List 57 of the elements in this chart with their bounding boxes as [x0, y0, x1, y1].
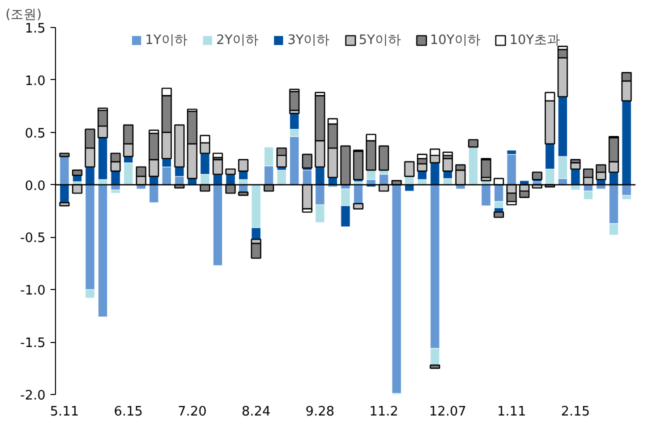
y-axis-title: (조원)	[6, 8, 42, 22]
x-tick-label: 2.15	[560, 404, 590, 420]
bar	[481, 184, 491, 206]
bar	[506, 154, 516, 186]
legend-label: 5Y이하	[358, 32, 401, 49]
bar	[59, 202, 70, 206]
bar	[289, 90, 300, 111]
bar	[442, 158, 453, 172]
bar	[302, 154, 312, 169]
legend-label: 10Y초과	[509, 32, 560, 49]
x-tick-label: 5.11	[50, 404, 79, 420]
legend-label: 2Y이하	[216, 32, 259, 49]
bar	[480, 159, 492, 178]
y-tick-label: 0.0	[24, 178, 46, 194]
x-tick-label: 7.20	[178, 404, 207, 420]
x-tick-label: 6.15	[114, 404, 143, 420]
bar	[494, 211, 504, 218]
y-tick-label: 1.0	[24, 74, 46, 89]
bar	[276, 170, 286, 186]
bar	[212, 159, 223, 175]
bar	[366, 170, 376, 180]
x-tick-label: 8.24	[242, 404, 271, 420]
bar	[404, 161, 415, 177]
bar	[238, 159, 248, 172]
bar	[98, 137, 108, 180]
bar	[468, 139, 478, 148]
bar	[353, 150, 364, 180]
bar	[378, 145, 390, 171]
legend-label: 3Y이하	[288, 32, 330, 49]
y-tick-label: 1.5	[24, 22, 46, 36]
x-tick-label: 9.28	[305, 404, 334, 420]
legend-label: 10Y이하	[430, 32, 480, 49]
y-tick-label: 0.5	[24, 126, 46, 142]
bar	[212, 152, 223, 158]
bar	[225, 168, 236, 175]
x-tick-label: 1.11	[497, 404, 526, 420]
bar	[353, 203, 364, 210]
y-tick-label: -1.5	[20, 336, 46, 352]
y-tick-label: -2.0	[20, 388, 46, 404]
bar	[238, 192, 248, 196]
y-tick-label: -0.5	[20, 231, 46, 246]
x-tick-label: 11.2	[369, 404, 398, 420]
y-tick-label: -1.0	[20, 284, 46, 299]
legend-label: 1Y이하	[145, 32, 188, 49]
bar	[468, 146, 478, 186]
bar	[392, 184, 402, 394]
bar	[174, 124, 185, 168]
bar	[442, 152, 453, 156]
bar	[59, 152, 70, 158]
bar	[302, 170, 312, 186]
x-tick-label: 12.07	[429, 404, 466, 420]
bar	[532, 172, 542, 180]
bar	[72, 170, 82, 176]
bar	[110, 190, 120, 194]
bar	[430, 364, 440, 369]
bar	[417, 170, 427, 180]
bar	[250, 242, 262, 259]
